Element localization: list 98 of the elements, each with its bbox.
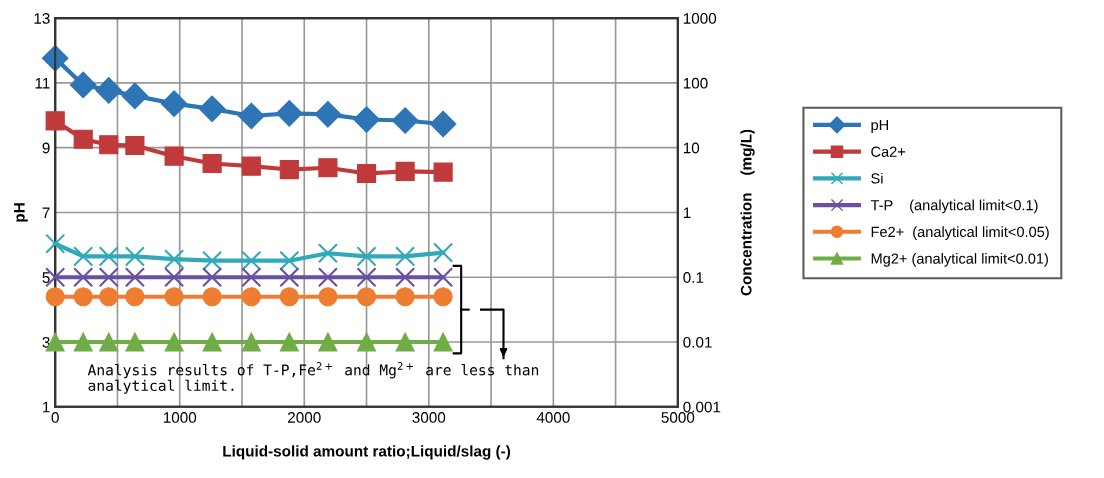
y-tick-label: 9	[42, 142, 50, 154]
y2-tick-label: 1000	[683, 13, 717, 24]
point	[202, 287, 222, 307]
point	[279, 267, 300, 288]
point	[317, 267, 338, 288]
point	[279, 287, 299, 307]
point	[125, 332, 145, 352]
point	[433, 242, 454, 263]
point	[45, 233, 66, 254]
point	[124, 267, 145, 288]
y-tick-label: 1	[43, 401, 50, 413]
y-axis-title: pH	[14, 203, 28, 222]
point	[317, 243, 338, 264]
point	[164, 146, 184, 166]
point	[164, 267, 185, 288]
point	[241, 332, 261, 352]
point	[241, 287, 261, 307]
point	[318, 287, 338, 307]
point	[433, 332, 453, 352]
point	[279, 332, 299, 352]
point	[99, 332, 119, 352]
point	[395, 287, 415, 307]
y-tick-label: 11	[35, 77, 50, 89]
point	[318, 158, 338, 178]
y2-tick-label: 0.1	[683, 272, 704, 283]
point	[164, 249, 185, 270]
legend-label: Mg2+ (analytical limit<0.01)	[871, 253, 1048, 267]
y-tick-label: 7	[42, 207, 50, 219]
point	[99, 287, 119, 307]
point	[202, 153, 222, 174]
point	[69, 71, 97, 99]
point	[73, 129, 93, 149]
point	[356, 332, 377, 352]
point	[164, 332, 184, 352]
legend-label: T-P (analytical limit<0.1)	[870, 199, 1038, 214]
point	[275, 100, 303, 127]
point	[98, 246, 119, 267]
point	[433, 162, 453, 182]
legend-label: Fe2+ (analytical limit<0.05)	[871, 226, 1049, 240]
point	[73, 332, 93, 352]
point	[238, 102, 265, 130]
y2-tick-label: 1	[683, 207, 691, 219]
point	[279, 250, 300, 271]
point	[279, 159, 299, 180]
x-tick-label: 0	[51, 412, 59, 423]
x-tick-label: 4000	[536, 412, 570, 423]
x-axis-title: Liquid-solid amount ratio;Liquid/slag (-)	[223, 445, 511, 460]
point	[391, 107, 419, 134]
y2-tick-label: 0.01	[683, 336, 712, 348]
point	[356, 246, 377, 267]
point	[395, 246, 416, 267]
point	[433, 267, 454, 288]
x-tick-label: 3000	[412, 412, 446, 423]
point	[73, 287, 93, 307]
point	[125, 287, 145, 307]
point	[202, 332, 222, 352]
point	[395, 161, 415, 182]
y2-tick-label: 0.001	[683, 401, 721, 413]
point	[356, 163, 377, 184]
point	[98, 267, 119, 288]
point	[241, 156, 261, 176]
point	[429, 110, 457, 138]
point	[241, 250, 262, 271]
point	[45, 111, 65, 131]
point	[73, 267, 94, 288]
point	[356, 267, 377, 288]
point	[314, 101, 342, 128]
point	[95, 77, 123, 104]
y2-axis-title: Concentration (mg/L)	[740, 129, 755, 296]
y2-tick-label: 100	[683, 77, 708, 89]
point	[202, 250, 223, 271]
point	[121, 82, 149, 110]
point	[125, 135, 145, 156]
point	[318, 332, 338, 352]
point	[433, 287, 453, 307]
point	[356, 287, 377, 307]
y2-tick-label: 10	[683, 142, 700, 154]
x-tick-label: 1000	[163, 412, 197, 423]
point	[73, 246, 94, 267]
text: Analysis results of T-P,Fe$^{2+}$ and Mg$^{2+}$ are less than analytical limit.	[87, 362, 539, 394]
point	[45, 287, 65, 307]
legend-label: Si	[871, 172, 883, 184]
y-tick-label: 13	[34, 13, 50, 24]
point	[198, 95, 226, 123]
point	[202, 267, 223, 288]
legend-label: pH	[871, 119, 888, 134]
point	[99, 135, 119, 155]
point	[160, 90, 188, 117]
legend-label: Ca2+	[871, 146, 906, 157]
point	[395, 332, 415, 352]
point	[164, 287, 184, 307]
point	[124, 246, 145, 267]
y-tick-label: 5	[42, 272, 50, 283]
x-tick-label: 2000	[288, 412, 321, 423]
point	[353, 106, 380, 133]
point	[395, 267, 416, 288]
point	[241, 267, 262, 288]
x-tick-label: 5000	[661, 412, 695, 423]
